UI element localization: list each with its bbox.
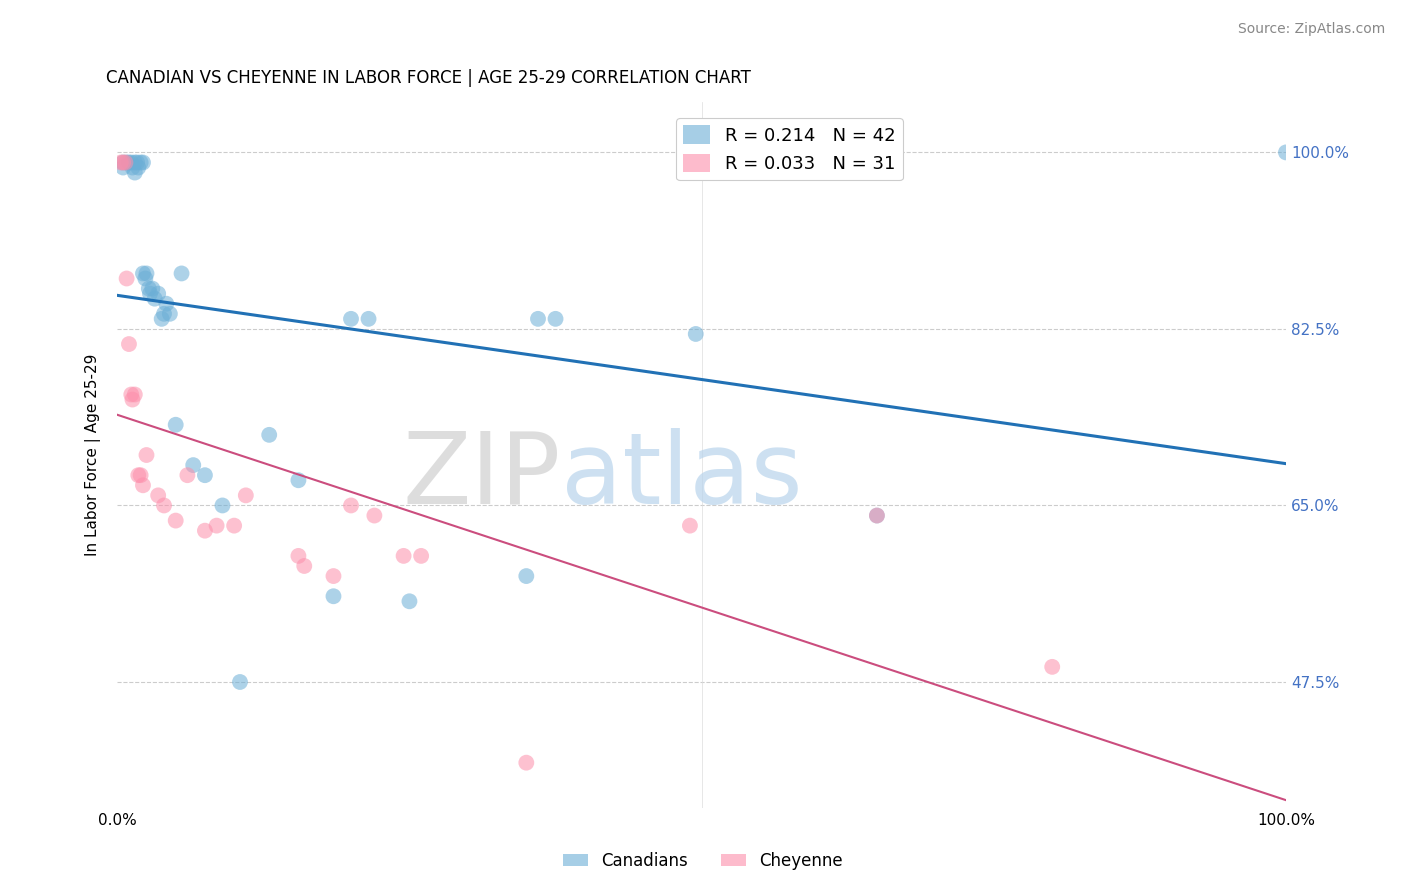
Point	[120, 155, 142, 169]
Legend: R = 0.214   N = 42, R = 0.033   N = 31: R = 0.214 N = 42, R = 0.033 N = 31	[676, 118, 903, 180]
Point	[127, 155, 149, 169]
Point	[138, 282, 160, 296]
Point	[112, 155, 135, 169]
Point	[132, 478, 155, 492]
Point	[211, 499, 233, 513]
Point	[224, 518, 246, 533]
Point	[129, 155, 152, 169]
Point	[398, 594, 420, 608]
Text: Source: ZipAtlas.com: Source: ZipAtlas.com	[1237, 22, 1385, 37]
Point	[114, 155, 136, 169]
Point	[141, 282, 163, 296]
Point	[1275, 145, 1298, 160]
Point	[135, 448, 157, 462]
Point	[363, 508, 385, 523]
Point	[322, 569, 344, 583]
Point	[527, 311, 550, 326]
Point	[148, 488, 170, 502]
Point	[132, 155, 155, 169]
Point	[287, 549, 309, 563]
Point	[155, 296, 177, 310]
Point	[127, 468, 149, 483]
Point	[127, 161, 149, 175]
Point	[139, 286, 162, 301]
Point	[679, 518, 702, 533]
Point	[124, 165, 146, 179]
Point	[112, 155, 135, 169]
Point	[159, 307, 181, 321]
Point	[176, 468, 198, 483]
Point	[121, 392, 143, 407]
Point	[143, 292, 166, 306]
Point	[153, 307, 176, 321]
Point	[685, 326, 707, 341]
Legend: Canadians, Cheyenne: Canadians, Cheyenne	[557, 846, 849, 877]
Y-axis label: In Labor Force | Age 25-29: In Labor Force | Age 25-29	[86, 354, 101, 557]
Point	[121, 161, 143, 175]
Point	[181, 458, 204, 472]
Point	[292, 559, 315, 574]
Point	[124, 387, 146, 401]
Point	[124, 155, 146, 169]
Point	[287, 473, 309, 487]
Point	[165, 417, 187, 432]
Point	[544, 311, 567, 326]
Text: ZIP: ZIP	[404, 427, 561, 524]
Point	[515, 569, 537, 583]
Point	[129, 468, 152, 483]
Point	[134, 271, 156, 285]
Point	[322, 589, 344, 603]
Point	[115, 155, 138, 169]
Point	[515, 756, 537, 770]
Point	[153, 499, 176, 513]
Point	[150, 311, 173, 326]
Point	[411, 549, 433, 563]
Point	[1040, 660, 1063, 674]
Point	[148, 286, 170, 301]
Text: CANADIAN VS CHEYENNE IN LABOR FORCE | AGE 25-29 CORRELATION CHART: CANADIAN VS CHEYENNE IN LABOR FORCE | AG…	[105, 69, 751, 87]
Point	[118, 337, 141, 351]
Point	[120, 387, 142, 401]
Point	[170, 267, 193, 281]
Point	[357, 311, 380, 326]
Point	[115, 271, 138, 285]
Point	[866, 508, 889, 523]
Point	[132, 267, 155, 281]
Text: atlas: atlas	[561, 427, 803, 524]
Point	[165, 514, 187, 528]
Point	[340, 499, 363, 513]
Point	[112, 161, 135, 175]
Point	[340, 311, 363, 326]
Point	[392, 549, 415, 563]
Point	[229, 675, 252, 690]
Point	[194, 524, 217, 538]
Point	[135, 267, 157, 281]
Point	[118, 155, 141, 169]
Point	[235, 488, 257, 502]
Point	[205, 518, 228, 533]
Point	[257, 427, 280, 442]
Point	[194, 468, 217, 483]
Point	[110, 155, 132, 169]
Point	[866, 508, 889, 523]
